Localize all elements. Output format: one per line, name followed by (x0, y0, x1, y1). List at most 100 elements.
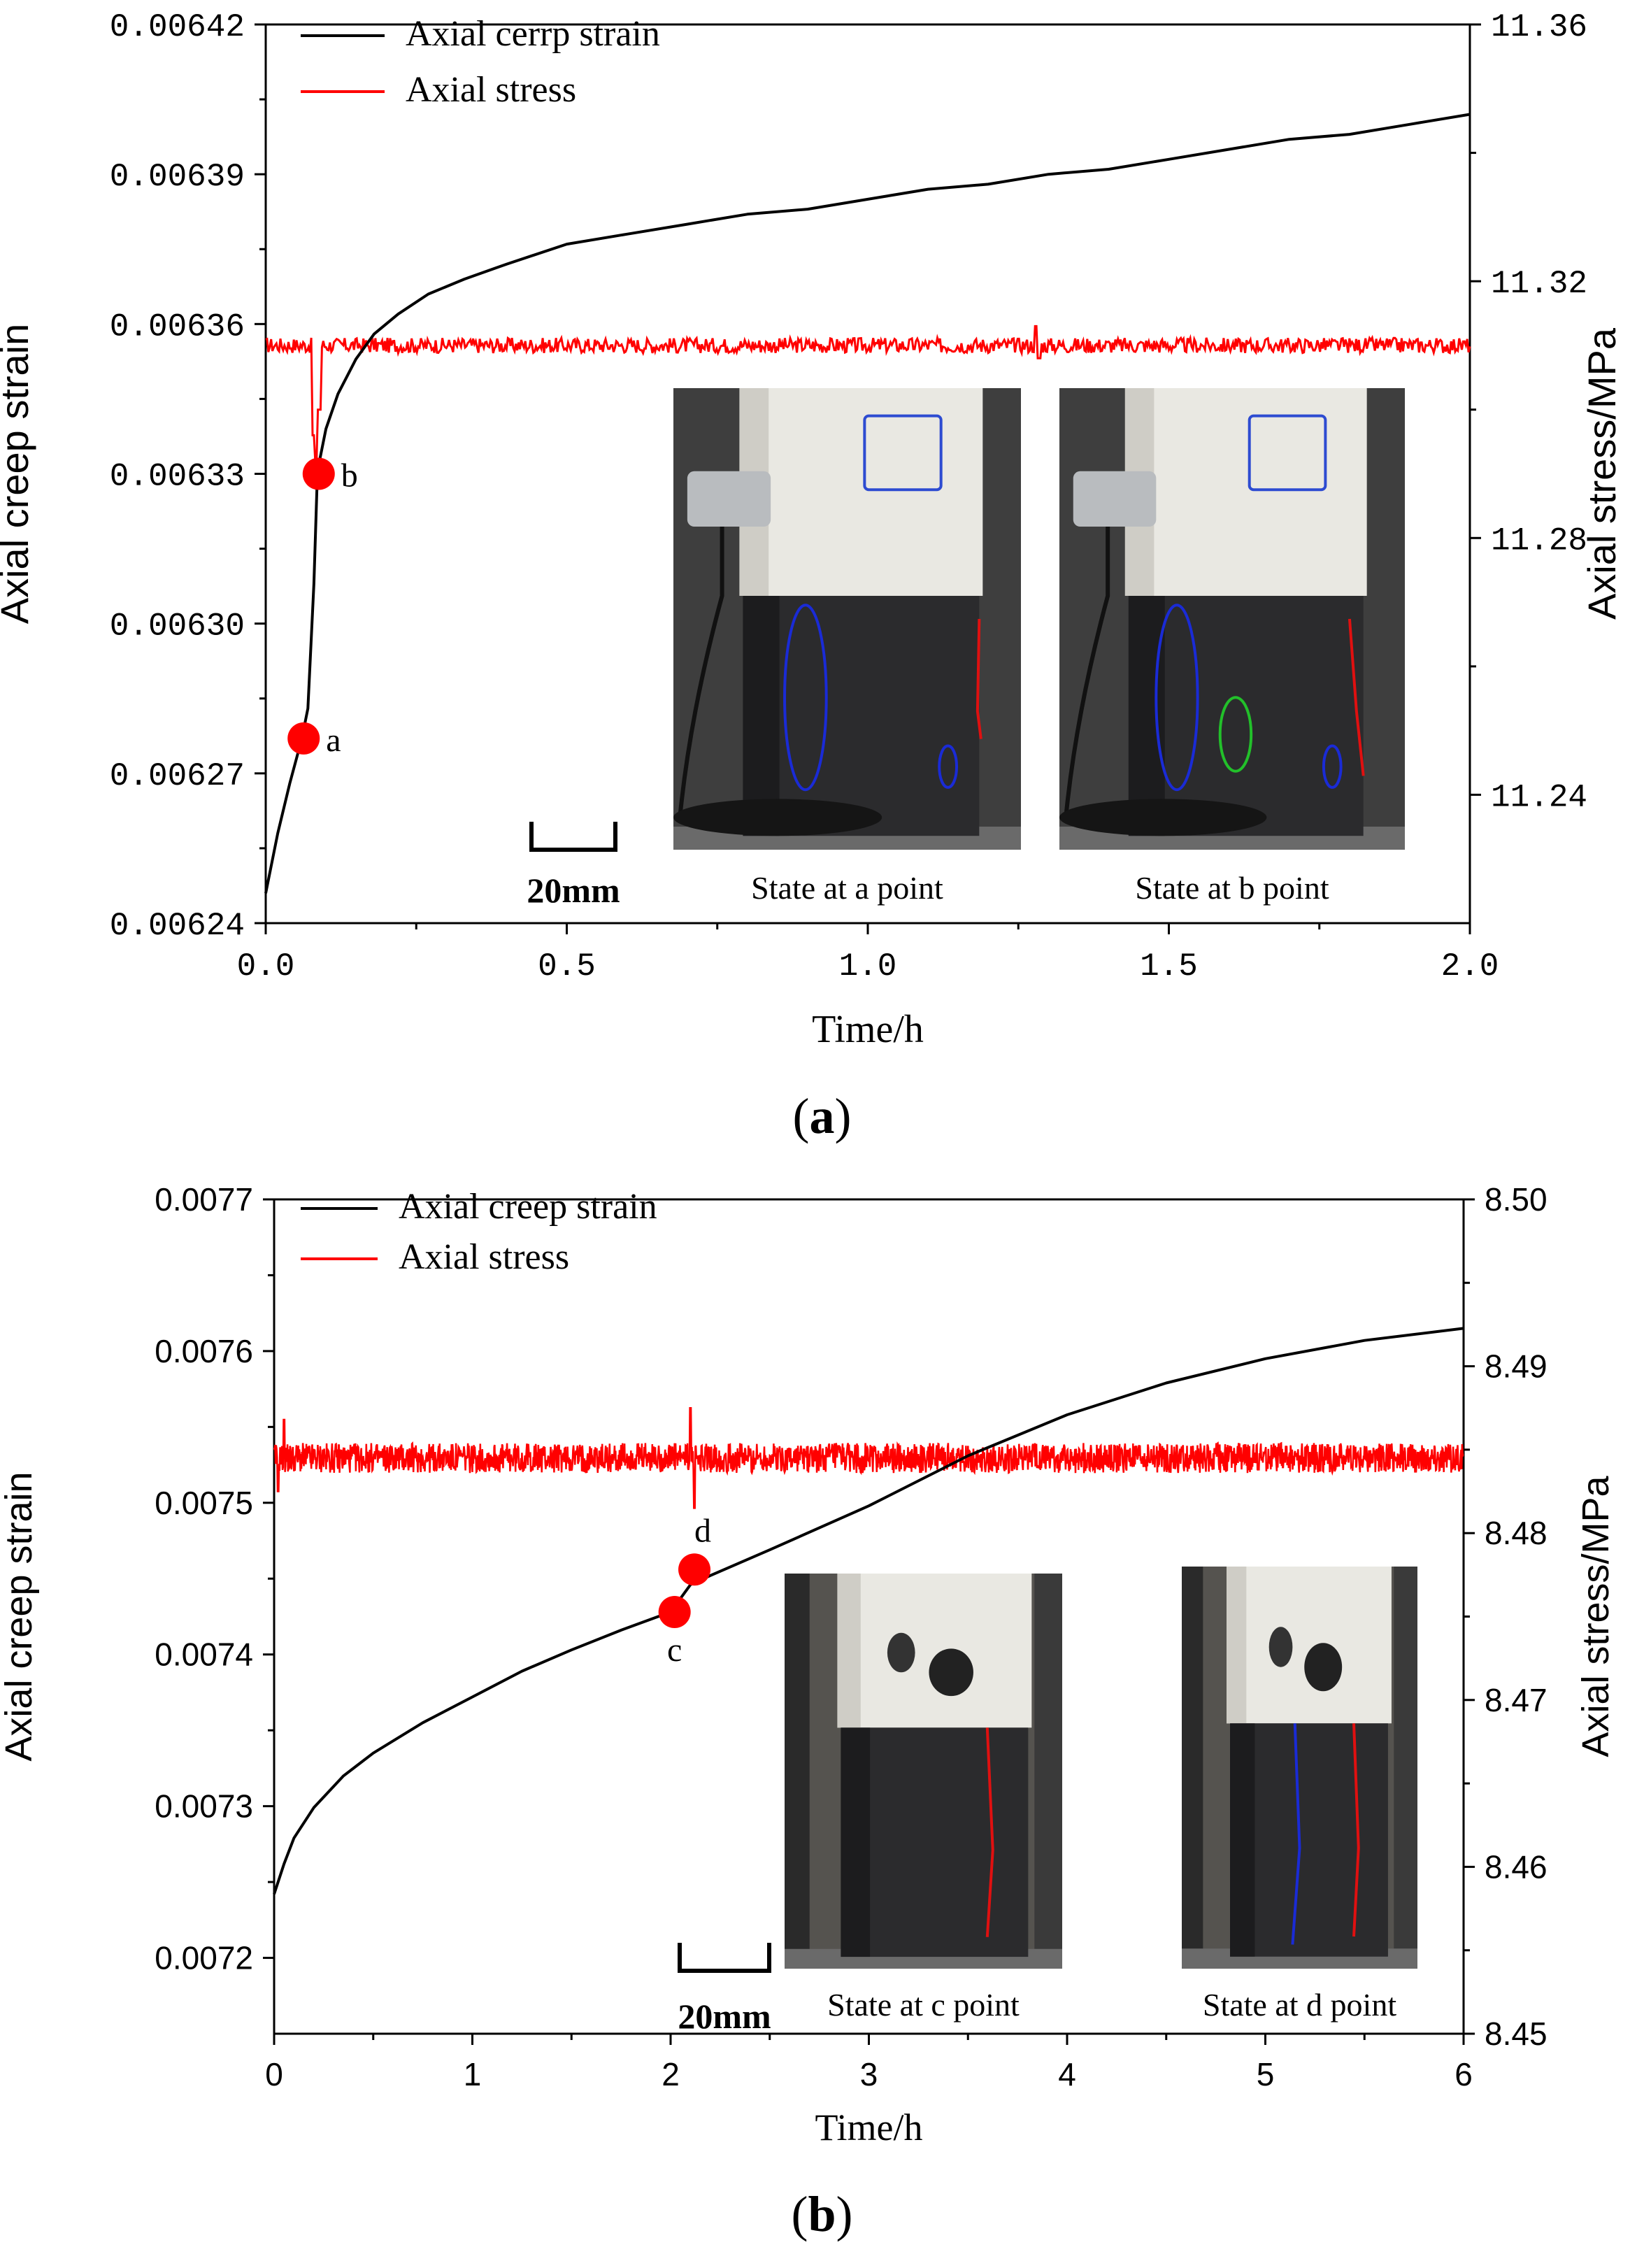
y-tick-label: 0.0073 (155, 1788, 253, 1825)
specimen-photo-b (1059, 388, 1405, 850)
coal-specimen (841, 1727, 1029, 1957)
coal-debris (673, 799, 882, 836)
x-tick-label: 1.5 (1140, 948, 1198, 985)
y2-tick-label: 8.47 (1485, 1682, 1547, 1718)
x-axis-label: Time/h (815, 2106, 922, 2148)
sensor-cable (678, 527, 724, 813)
cap-mark (929, 1648, 973, 1697)
x-tick-label: 0.0 (237, 948, 295, 985)
point-marker-c (658, 1595, 691, 1628)
cap-shade (1227, 1567, 1247, 1724)
x-tick-label: 3 (860, 2056, 878, 2092)
y2-tick-label: 8.49 (1485, 1348, 1547, 1385)
x-tick-label: 0.5 (538, 948, 596, 985)
specimen-photo-d (1182, 1567, 1417, 1969)
point-marker-a (287, 722, 320, 755)
specimen-shade (743, 596, 780, 836)
specimen-top-cap (739, 388, 983, 596)
crack-line-red (975, 618, 982, 739)
x-tick-label: 2.0 (1441, 948, 1499, 985)
y-tick-label: 0.00633 (110, 459, 245, 495)
y-tick-label: 0.0075 (155, 1485, 253, 1521)
photo-right-shadow (1034, 1574, 1062, 1969)
x-tick-label: 1 (464, 2056, 482, 2092)
label-sticker (1248, 414, 1327, 492)
point-label-a: a (326, 722, 341, 759)
y2-tick-label: 8.50 (1485, 1181, 1547, 1218)
y-axis-label: Axial creep strain (0, 324, 36, 625)
specimen-top-cap (1227, 1567, 1392, 1724)
y2-tick-label: 11.24 (1491, 779, 1587, 815)
specimen-photo-a (673, 388, 1021, 850)
point-label-b: b (341, 457, 358, 494)
x-axis-label: Time/h (812, 1008, 924, 1051)
scale-bar-label: 20mm (527, 871, 620, 910)
coal-specimen (1230, 1723, 1388, 1957)
specimen-shade (1128, 596, 1165, 836)
x-tick-label: 2 (662, 2056, 680, 2092)
point-label-c: c (667, 1632, 682, 1669)
scale-bar (529, 822, 617, 852)
point-marker-b (302, 457, 335, 490)
y-tick-label: 0.00642 (110, 9, 245, 45)
crack-line-blue (1291, 1723, 1301, 1945)
x-tick-label: 4 (1058, 2056, 1076, 2092)
photo-caption: State at a point (751, 870, 943, 906)
crack-zone-ellipse-small (938, 744, 959, 789)
chart-b: 0 1 2 3 4 5 6 0.0072 0.0073 0.0074 0.0075 0.0076 0.0… (0, 1181, 1617, 2148)
series-axial-stress (273, 1406, 1464, 1509)
specimen-top-cap (837, 1574, 1032, 1728)
cap-shade (837, 1574, 861, 1728)
coal-debris (1059, 799, 1267, 836)
legend-label: Axial cerrp strain (406, 14, 660, 54)
legend-label: Axial stress (399, 1237, 569, 1277)
label-sticker (863, 414, 943, 492)
legend-label: Axial creep strain (399, 1187, 657, 1227)
y2-tick-label: 8.48 (1485, 1515, 1547, 1551)
photo-left-shadow (785, 1574, 810, 1969)
specimen-top-cap (1124, 388, 1367, 596)
y-tick-label: 0.0076 (155, 1333, 253, 1369)
acoustic-sensor (687, 471, 771, 527)
crack-zone-ellipse-green (1218, 696, 1253, 773)
y-tick-label: 0.0072 (155, 1940, 253, 1976)
x-tick-label: 6 (1454, 2056, 1473, 2092)
y2-axis-label: Axial stress/MPa (1575, 1475, 1617, 1757)
coal-specimen (743, 596, 980, 836)
series-axial-stress (265, 324, 1471, 462)
panel-a-caption: (a) (792, 1088, 852, 1144)
acoustic-sensor (1073, 471, 1157, 527)
point-marker-d (678, 1553, 711, 1586)
coal-specimen (1128, 596, 1364, 836)
series-axial-creep-strain (273, 1327, 1464, 1895)
y2-tick-label: 11.36 (1491, 9, 1587, 45)
legend-label: Axial stress (406, 70, 576, 110)
chart-a: 0.0 0.5 1.0 1.5 2.0 0.00624 0.00627 0.00630 0.00… (0, 9, 1624, 1051)
scale-bar (678, 1943, 771, 1973)
photo-caption: State at c point (827, 1987, 1020, 2023)
crack-zone-ellipse (1155, 604, 1199, 792)
photo-right-shadow (1394, 1567, 1417, 1969)
scale-bar-label: 20mm (678, 1997, 771, 2036)
photo-caption: State at d point (1203, 1987, 1396, 2023)
x-tick-label: 0 (265, 2056, 283, 2092)
crack-zone-ellipse-small (1322, 744, 1343, 789)
crack-line-red (1348, 618, 1365, 776)
y-tick-label: 0.00636 (110, 308, 245, 345)
y-tick-label: 0.0077 (155, 1181, 253, 1218)
crack-line-red (1352, 1723, 1360, 1937)
photo-left-shadow (1182, 1567, 1203, 1969)
y2-tick-label: 11.32 (1491, 266, 1587, 302)
y2-tick-label: 8.46 (1485, 1848, 1547, 1885)
specimen-photo-c (785, 1574, 1062, 1969)
y2-axis-label: Axial stress/MPa (1580, 327, 1624, 620)
y-tick-label: 0.00627 (110, 758, 245, 794)
crack-line-red (985, 1727, 994, 1937)
y-tick-label: 0.00630 (110, 608, 245, 645)
crack-zone-ellipse (783, 604, 828, 792)
x-tick-label: 1.0 (839, 948, 897, 985)
x-tick-label: 5 (1257, 2056, 1275, 2092)
point-label-d: d (694, 1512, 711, 1549)
panel-b-caption: (b) (791, 2186, 853, 2242)
